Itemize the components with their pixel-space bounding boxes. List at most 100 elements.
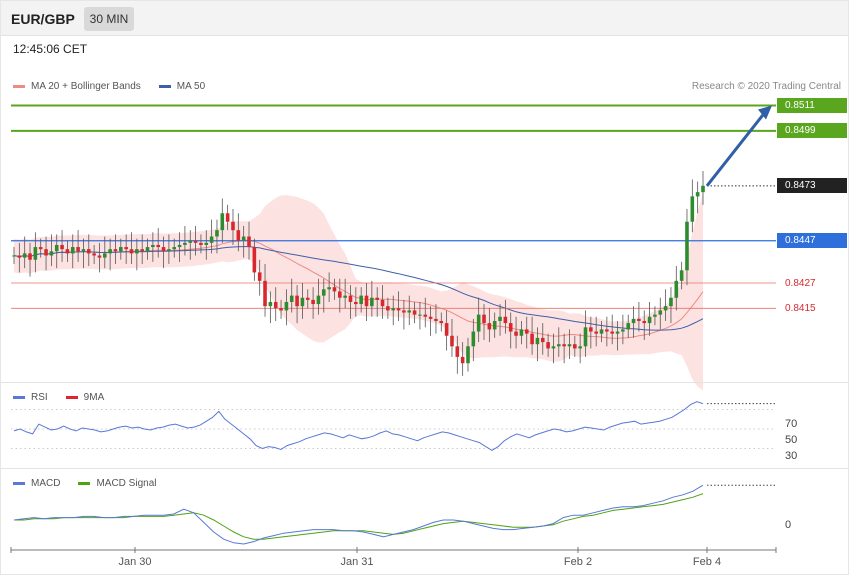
bear-candle — [524, 329, 529, 334]
bull-candle — [567, 344, 572, 347]
bull-candle — [220, 213, 225, 231]
bull-candle — [359, 295, 363, 305]
bull-candle — [284, 301, 289, 311]
bear-candle — [332, 287, 337, 292]
bear-candle — [354, 301, 358, 305]
bull-candle — [204, 242, 209, 245]
bear-candle — [434, 318, 438, 321]
bear-candle — [562, 344, 566, 347]
top-bar: EUR/GBP 30 MIN — [1, 1, 848, 36]
bear-candle — [113, 249, 118, 252]
bear-candle — [156, 244, 161, 248]
bear-candle — [503, 316, 508, 324]
bear-candle — [450, 335, 454, 347]
bull-candle — [33, 247, 38, 260]
price-level-tag-0.8511: 0.8511 — [777, 98, 847, 114]
bear-candle — [482, 314, 486, 324]
bear-candle — [439, 320, 444, 324]
bull-candle — [647, 316, 652, 324]
rsi-9ma-swatch — [65, 396, 78, 399]
bull-candle — [551, 346, 556, 349]
ma50-legend-label: MA 50 — [176, 81, 206, 92]
bear-candle — [311, 299, 315, 305]
rsi-legend: RSI 9MA — [13, 392, 104, 403]
bear-candle — [225, 213, 230, 222]
bull-candle — [316, 295, 321, 305]
macd-signal-swatch — [78, 482, 91, 485]
bull-candle — [685, 221, 689, 271]
price-level-tag-0.8447: 0.8447 — [777, 233, 847, 249]
bull-candle — [177, 244, 182, 248]
price-level-tag-0.8499: 0.8499 — [777, 123, 847, 139]
x-tick-label: Jan 31 — [340, 556, 374, 568]
bear-candle — [637, 318, 641, 321]
bear-candle — [508, 323, 513, 332]
bull-candle — [370, 297, 374, 307]
bull-candle — [407, 310, 412, 313]
bear-candle — [44, 249, 48, 256]
bull-candle — [471, 331, 476, 347]
x-tick-label: Jan 30 — [118, 556, 152, 568]
bear-candle — [279, 308, 283, 311]
macd-signal-line — [14, 493, 704, 540]
bull-candle — [151, 244, 155, 248]
bull-candle — [476, 314, 481, 332]
price-level-tag-0.8415: 0.8415 — [785, 303, 816, 315]
bear-candle — [338, 291, 342, 298]
bull-candle — [22, 253, 27, 258]
bull-candle — [679, 270, 684, 281]
panel-divider — [1, 382, 848, 383]
timestamp: 12:45:06 CET — [13, 42, 88, 56]
bull-candle — [631, 318, 636, 324]
bull-candle — [135, 249, 139, 254]
ma50-line — [13, 246, 704, 331]
bear-candle — [487, 323, 492, 330]
currency-pair-title: EUR/GBP — [11, 11, 75, 27]
bear-candle — [642, 320, 647, 324]
timeframe-button[interactable]: 30 MIN — [84, 7, 134, 31]
bear-candle — [375, 297, 379, 300]
bull-candle — [172, 247, 177, 250]
bull-candle — [49, 251, 54, 256]
bull-candle — [621, 329, 625, 332]
bull-candle — [669, 297, 673, 307]
bear-candle — [295, 295, 299, 307]
bull-candle — [343, 295, 347, 298]
bear-candle — [546, 342, 550, 349]
x-tick-label: Feb 4 — [692, 556, 722, 568]
bear-candle — [594, 331, 598, 334]
bull-candle — [300, 297, 305, 307]
bull-candle — [615, 331, 620, 334]
bear-candle — [460, 356, 465, 364]
bear-candle — [428, 316, 433, 319]
bear-candle — [161, 247, 166, 252]
price-level-tag-0.8473: 0.8473 — [777, 178, 847, 194]
bear-candle — [60, 244, 64, 250]
bear-candle — [252, 247, 257, 273]
bear-candle — [444, 323, 449, 336]
bull-candle — [183, 242, 187, 245]
bear-candle — [573, 344, 577, 349]
bull-candle — [327, 287, 331, 290]
bear-candle — [86, 249, 91, 254]
bear-candle — [514, 331, 518, 336]
rsi-tick-50: 50 — [785, 434, 798, 446]
bear-candle — [199, 242, 203, 245]
x-tick-label: Feb 2 — [563, 556, 593, 568]
rsi-9ma-legend-label: 9MA — [83, 392, 105, 403]
rsi-legend-label: RSI — [31, 392, 48, 403]
bear-candle — [423, 314, 428, 317]
bear-candle — [124, 247, 128, 250]
bear-candle — [76, 247, 80, 252]
bear-candle — [530, 333, 534, 345]
bear-candle — [129, 249, 134, 254]
bear-candle — [257, 272, 262, 281]
bear-candle — [236, 230, 241, 241]
bear-candle — [273, 301, 278, 309]
bull-candle — [102, 253, 107, 258]
bear-candle — [92, 253, 96, 256]
bull-candle — [167, 249, 171, 252]
bull-candle — [391, 308, 396, 311]
bull-candle — [70, 247, 75, 254]
bull-candle — [498, 316, 502, 321]
